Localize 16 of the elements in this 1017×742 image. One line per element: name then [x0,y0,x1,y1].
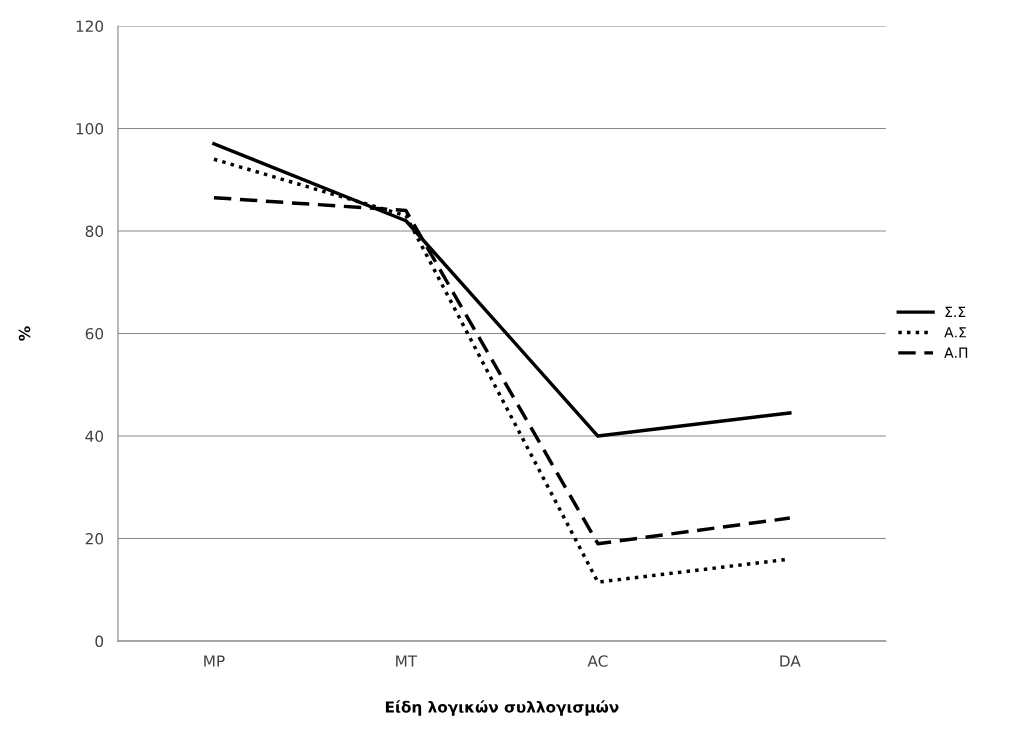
y-tick-label: 80 [85,225,104,238]
x-axis-title: Είδη λογικών συλλογισμών [385,700,619,716]
y-tick-label: 20 [85,533,104,545]
x-tick-label: DA [780,655,801,667]
y-tick-label: 100 [76,122,104,135]
y-tick-label: 120 [76,20,104,32]
x-tick-label: AC [587,655,608,667]
legend-label: Α.Π [944,347,968,358]
y-tick-label: 0 [95,635,104,648]
y-tick-label: 60 [85,327,104,340]
x-tick-label: MP [204,655,225,667]
y-axis-title: % [18,326,31,341]
x-tick-label: MT [396,655,418,667]
legend-label: Σ.Σ [945,306,966,317]
legend-label: Α.Σ [944,327,966,338]
y-tick-label: 40 [85,430,104,443]
